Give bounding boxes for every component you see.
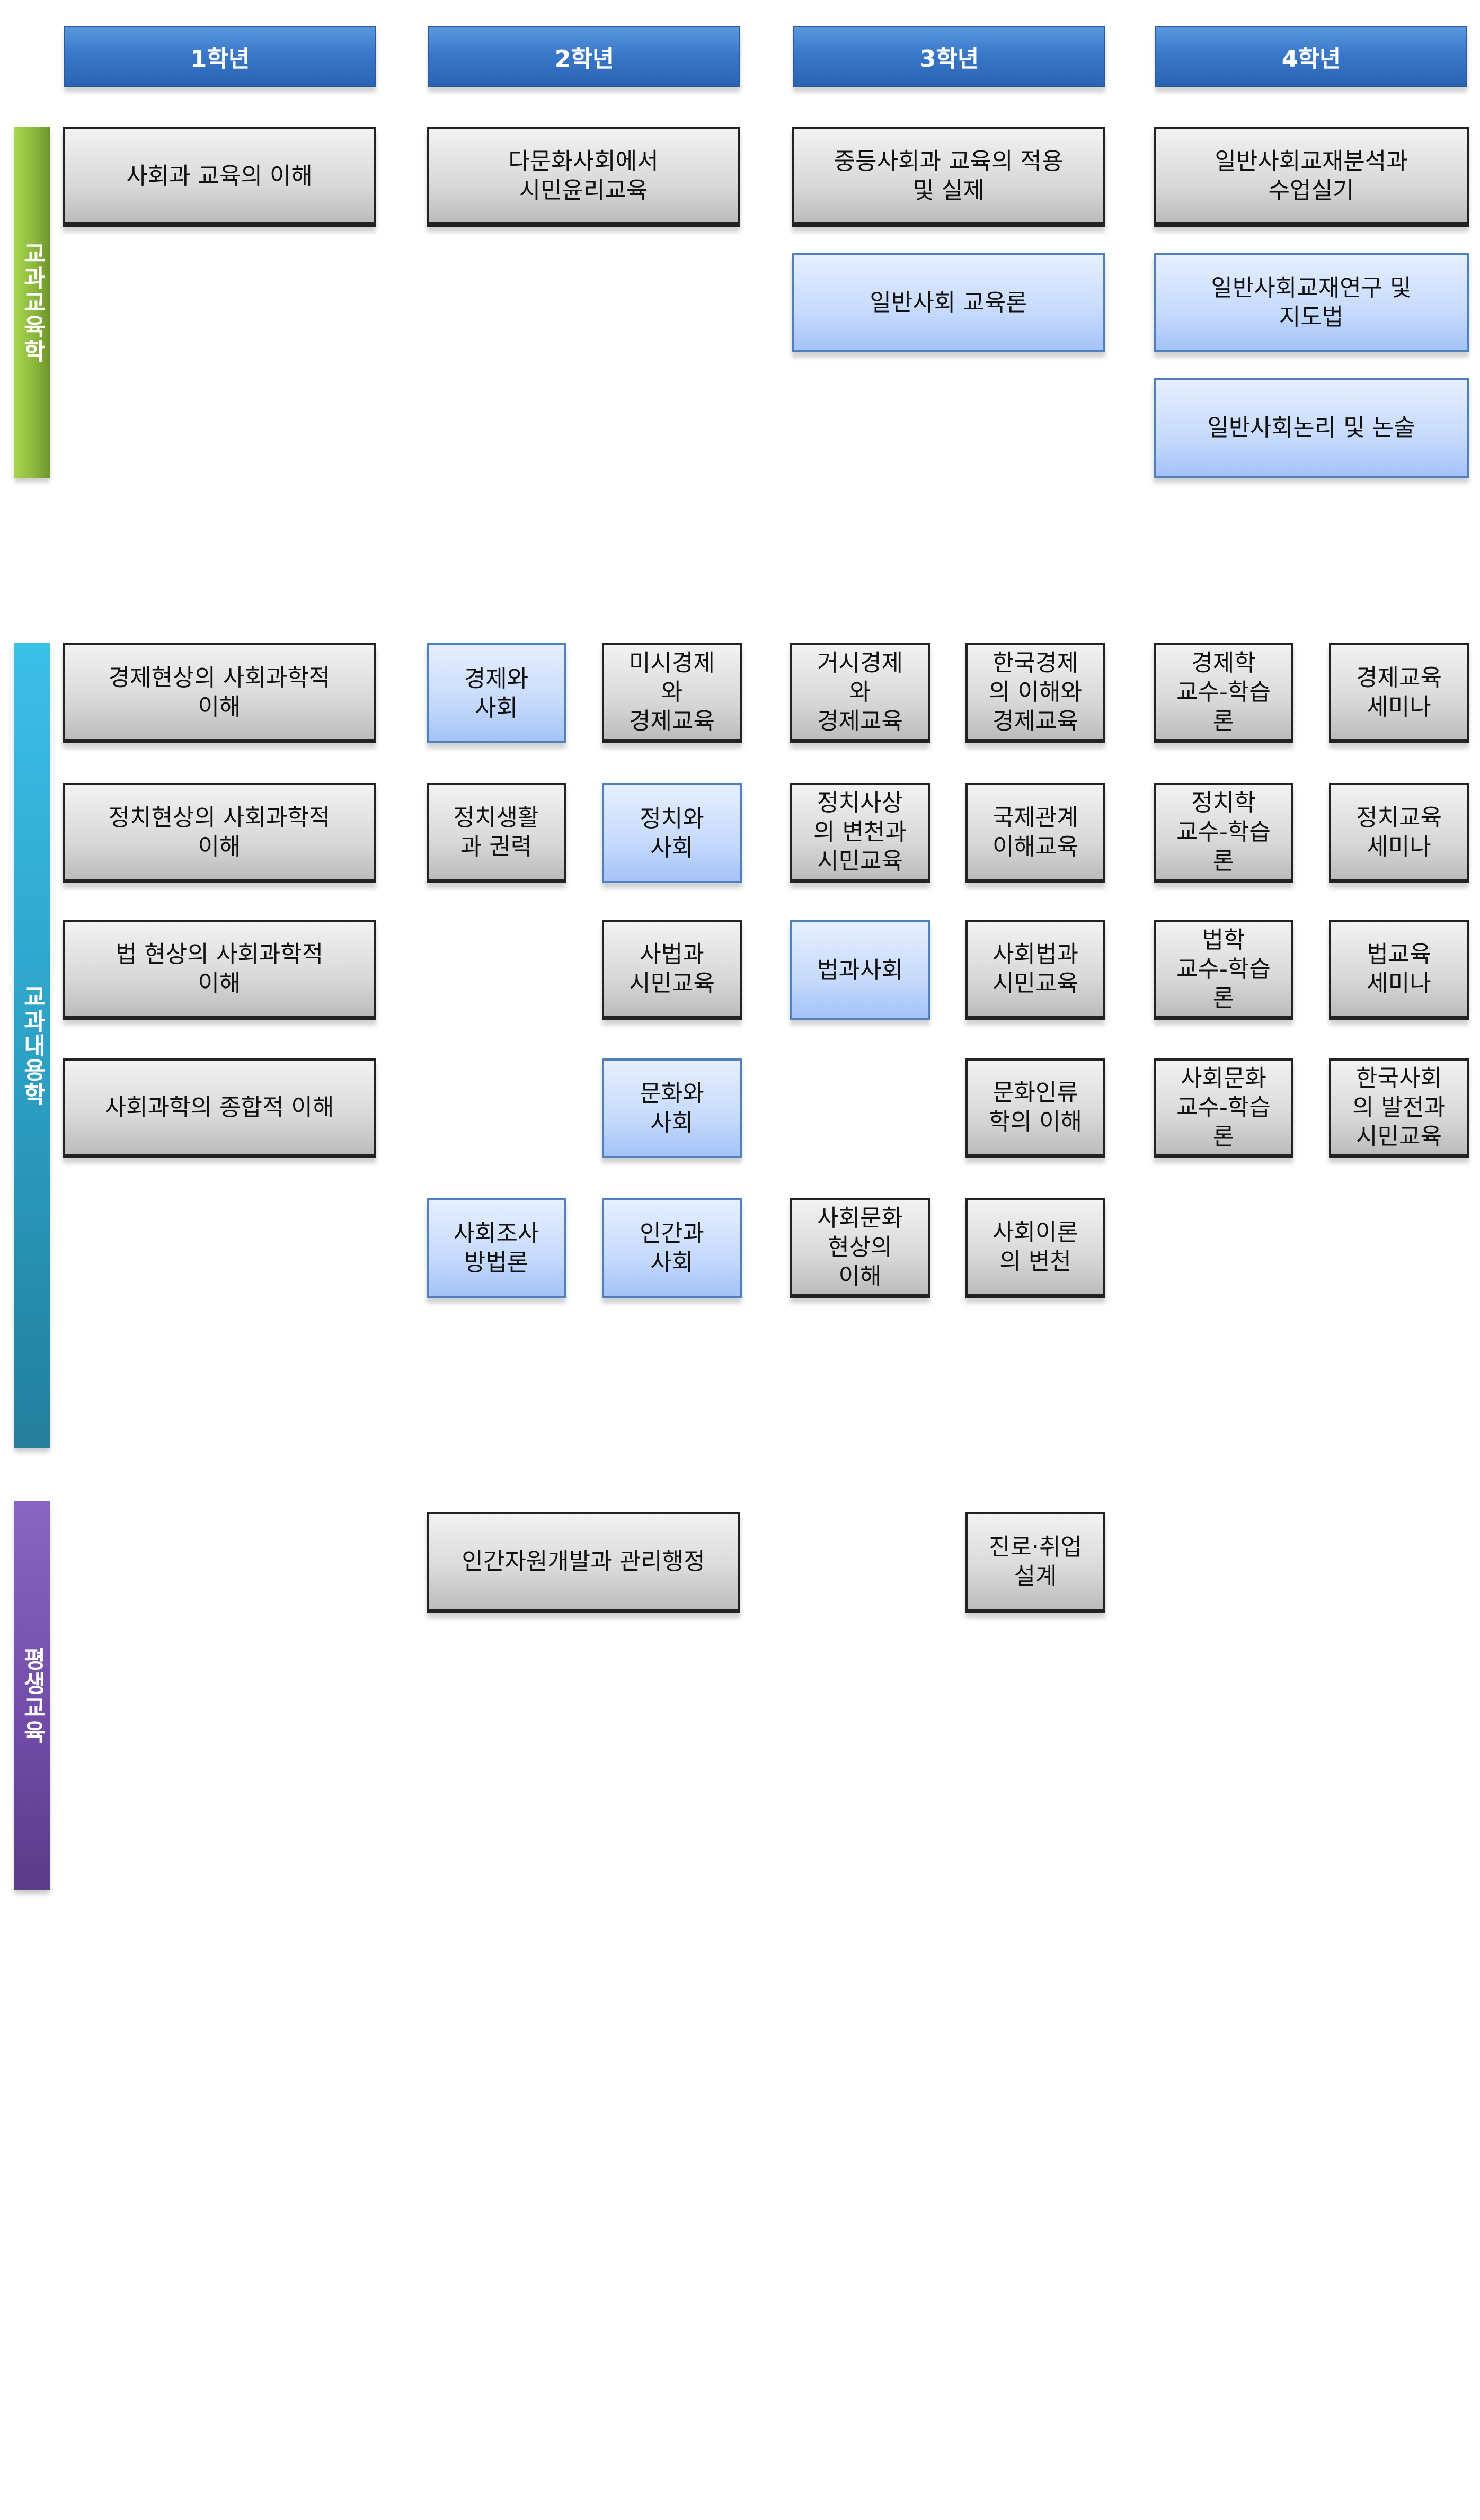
course-box: 경제와 사회 (427, 643, 566, 743)
course-box: 진로·취업 설계 (965, 1512, 1105, 1613)
year-header-1: 1학년 (64, 26, 376, 87)
section-label-text: 평생교육 (19, 1646, 46, 1744)
course-box: 다문화사회에서 시민윤리교육 (427, 127, 740, 227)
course-box: 중등사회과 교육의 적용 및 실제 (792, 127, 1105, 227)
course-box: 국제관계 이해교육 (965, 783, 1105, 883)
course-box: 사법과 시민교육 (602, 920, 742, 1020)
course-box: 정치와 사회 (602, 783, 742, 883)
course-box: 법과사회 (790, 920, 930, 1020)
course-box: 일반사회논리 및 논술 (1154, 378, 1469, 478)
course-box: 일반사회교재연구 및 지도법 (1154, 253, 1469, 352)
year-header-2: 2학년 (428, 26, 740, 87)
course-box: 법 현상의 사회과학적 이해 (63, 920, 376, 1020)
section-label-education: 교과교육학 (14, 127, 50, 478)
course-box: 정치사상 의 변천과 시민교육 (790, 783, 930, 883)
course-box: 일반사회 교육론 (792, 253, 1105, 352)
year-header-3: 3학년 (793, 26, 1105, 87)
course-box: 문화인류 학의 이해 (965, 1058, 1105, 1158)
course-box: 정치현상의 사회과학적 이해 (63, 783, 376, 883)
course-box: 경제교육 세미나 (1329, 643, 1469, 743)
course-box: 사회문화 교수-학습 론 (1154, 1058, 1293, 1158)
year-header-4: 4학년 (1155, 26, 1467, 87)
course-box: 정치학 교수-학습 론 (1154, 783, 1293, 883)
course-box: 정치교육 세미나 (1329, 783, 1469, 883)
course-box: 미시경제 와 경제교육 (602, 643, 742, 743)
course-box: 인간자원개발과 관리행정 (427, 1512, 740, 1613)
course-box: 경제학 교수-학습 론 (1154, 643, 1293, 743)
course-box: 사회조사 방법론 (427, 1198, 566, 1298)
course-box: 사회과학의 종합적 이해 (63, 1058, 376, 1158)
course-box: 사회과 교육의 이해 (63, 127, 376, 227)
course-box: 문화와 사회 (602, 1058, 742, 1158)
course-box: 거시경제 와 경제교육 (790, 643, 930, 743)
section-label-content: 교과내용학 (14, 643, 50, 1448)
course-box: 일반사회교재분석과 수업실기 (1154, 127, 1469, 227)
course-box: 인간과 사회 (602, 1198, 742, 1298)
course-box: 한국경제 의 이해와 경제교육 (965, 643, 1105, 743)
course-box: 사회이론 의 변천 (965, 1198, 1105, 1298)
course-box: 경제현상의 사회과학적 이해 (63, 643, 376, 743)
course-box: 정치생활 과 권력 (427, 783, 566, 883)
course-box: 사회문화 현상의 이해 (790, 1198, 930, 1298)
course-box: 사회법과 시민교육 (965, 920, 1105, 1020)
section-label-text: 교과내용학 (19, 984, 46, 1107)
section-label-lifelong: 평생교육 (14, 1501, 50, 1890)
course-box: 한국사회 의 발전과 시민교육 (1329, 1058, 1469, 1158)
section-label-text: 교과교육학 (19, 242, 46, 363)
course-box: 법교육 세미나 (1329, 920, 1469, 1020)
course-box: 법학 교수-학습 론 (1154, 920, 1293, 1020)
